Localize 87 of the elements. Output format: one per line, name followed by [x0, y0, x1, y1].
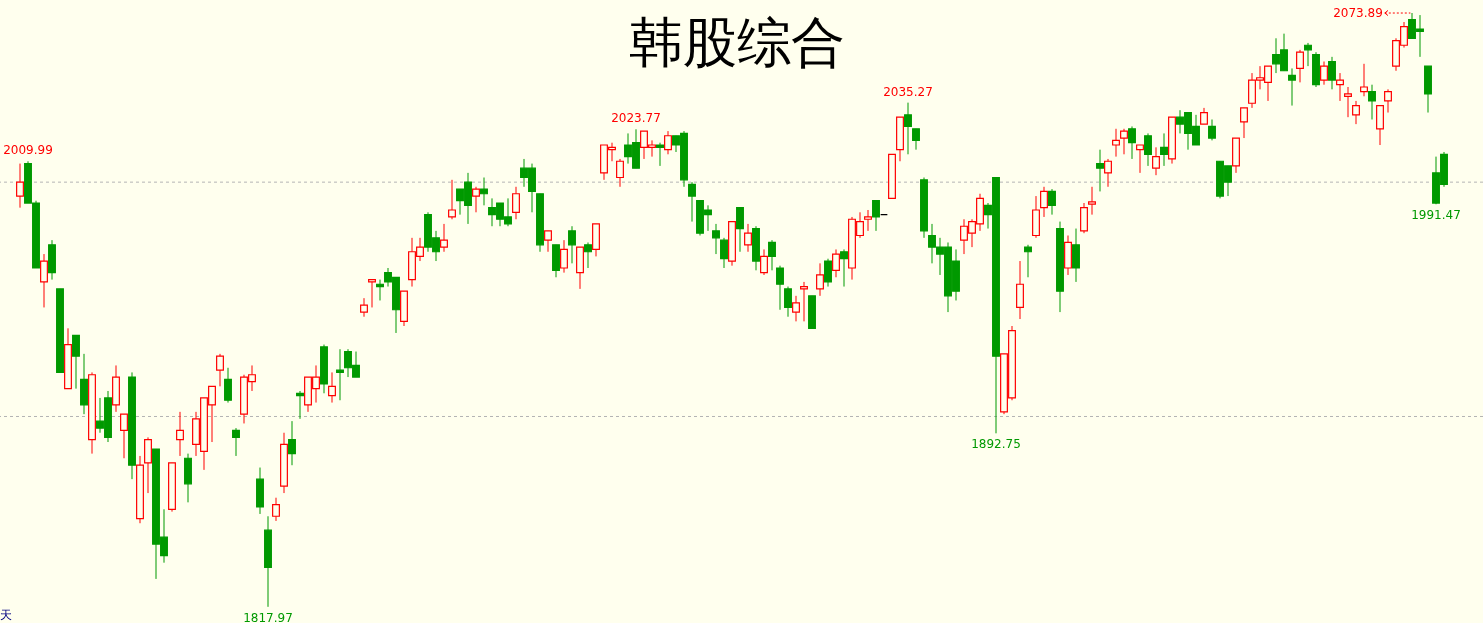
candlestick — [120, 413, 128, 459]
candlestick — [1368, 84, 1376, 120]
candlestick — [232, 427, 240, 457]
text: 天 — [0, 608, 12, 622]
candlestick — [736, 207, 744, 253]
candlestick — [1240, 107, 1248, 139]
candlestick — [224, 367, 232, 404]
candlestick — [712, 223, 720, 255]
candlestick — [1128, 125, 1136, 160]
candlestick — [1352, 100, 1360, 125]
candlestick — [1088, 186, 1096, 216]
candlestick — [40, 253, 48, 308]
candlestick — [1048, 188, 1056, 216]
candlestick — [472, 186, 480, 213]
candlestick — [584, 241, 592, 269]
candlestick — [784, 286, 792, 318]
candlestick — [216, 353, 224, 387]
candlestick — [368, 279, 376, 308]
candlestick — [336, 348, 344, 401]
candlestick — [1080, 202, 1088, 234]
candlestick — [296, 390, 304, 420]
candlestick — [1136, 144, 1144, 174]
candlestick — [272, 497, 280, 522]
candlestick — [1072, 228, 1080, 283]
candlestick — [744, 223, 752, 253]
candlestick — [800, 281, 808, 322]
candlestick — [1024, 244, 1032, 278]
candlestick — [448, 179, 456, 220]
candlestick — [176, 411, 184, 457]
annotation: 2035.27 — [883, 84, 933, 99]
candlestick — [1016, 260, 1024, 320]
annotation: 1817.97 — [243, 610, 293, 623]
candlestick — [1152, 146, 1160, 176]
candlestick — [840, 248, 848, 288]
candlestick — [1344, 86, 1352, 118]
candlestick — [1376, 104, 1384, 146]
candlestick — [328, 371, 336, 404]
annotation: 1892.75 — [971, 437, 1021, 452]
candlestick — [760, 248, 768, 276]
candlestick — [1288, 67, 1296, 107]
candlestick — [440, 223, 448, 253]
candlestick — [824, 258, 832, 288]
candlestick — [776, 265, 784, 311]
candlestick — [1296, 49, 1304, 83]
candlestick — [560, 239, 568, 274]
candlestick — [816, 262, 824, 297]
candlestick — [912, 128, 920, 151]
candlestick — [832, 248, 840, 278]
candlestick — [72, 334, 80, 390]
candlestick — [480, 177, 488, 206]
candlestick — [1360, 63, 1368, 97]
candlestick — [1040, 186, 1048, 218]
candlestick — [1120, 128, 1128, 155]
candlestick — [1336, 72, 1344, 102]
candlestick — [1096, 149, 1104, 192]
candlestick — [1144, 132, 1152, 167]
candlestick — [768, 239, 776, 271]
candlestick — [664, 130, 672, 155]
candlestick — [1160, 132, 1168, 167]
chart-title: 韩股综合 — [629, 13, 845, 73]
candlestick — [568, 225, 576, 264]
candlestick — [616, 158, 624, 188]
candlestick — [864, 209, 872, 232]
candlestick — [360, 297, 368, 318]
candlestick — [720, 237, 728, 269]
candlestick — [656, 142, 664, 167]
annotation: 1991.47 — [1411, 208, 1461, 223]
candlestick — [792, 295, 800, 322]
candlestick — [1104, 158, 1112, 188]
candlestick — [512, 186, 520, 220]
candlestick — [1328, 56, 1336, 90]
candlestick — [1304, 42, 1312, 67]
candlestick — [872, 200, 880, 232]
candlestick — [1112, 128, 1120, 158]
candlestick — [904, 102, 912, 155]
annotation: 2073.89 — [1333, 6, 1383, 21]
candlestick — [688, 181, 696, 223]
annotation: 2023.77 — [611, 111, 661, 126]
candlestick — [376, 279, 384, 301]
candlestick — [1320, 60, 1328, 86]
candlestick — [1208, 119, 1216, 141]
candlestick — [1384, 88, 1392, 114]
candlestick — [288, 420, 296, 466]
candlestick — [144, 436, 152, 494]
annotation: 2009.99 — [3, 143, 53, 158]
candlestick — [544, 230, 552, 253]
candlestick — [16, 163, 24, 209]
